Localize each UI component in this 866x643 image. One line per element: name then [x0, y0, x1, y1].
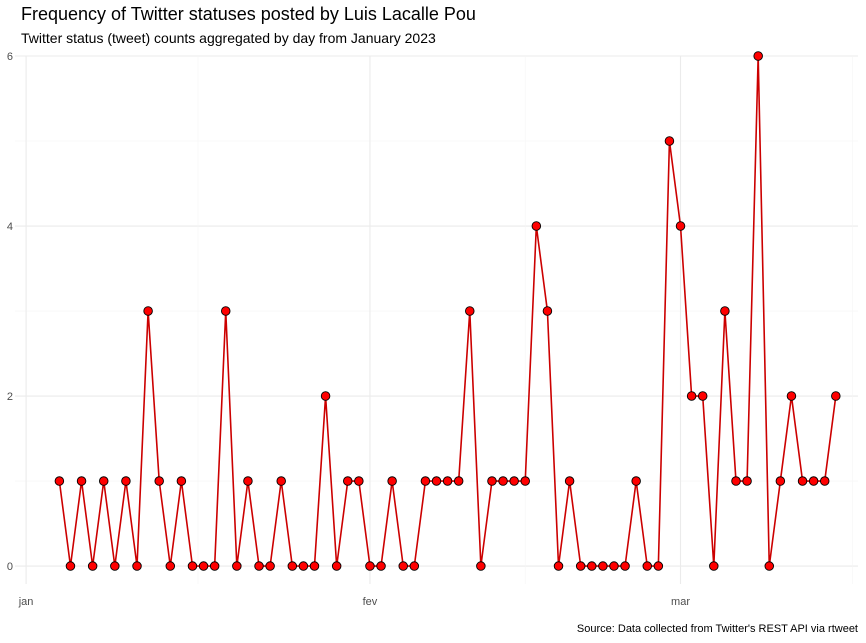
series-points [54, 51, 841, 571]
data-point [720, 306, 730, 316]
data-point [165, 561, 176, 571]
data-point [831, 391, 841, 401]
y-tick-label: 2 [7, 391, 13, 403]
y-tick-label: 0 [7, 561, 13, 573]
data-point [376, 561, 386, 571]
data-point [697, 391, 708, 401]
data-point [509, 476, 519, 486]
data-point [753, 51, 763, 61]
data-point [220, 306, 231, 316]
data-point [398, 561, 408, 571]
data-point [121, 476, 131, 486]
data-point [542, 306, 553, 316]
data-point [653, 561, 664, 571]
x-axis-ticks: jan fev mar [18, 596, 691, 608]
data-point [808, 476, 819, 486]
y-tick-label: 6 [7, 51, 13, 63]
data-point [298, 561, 309, 571]
data-point [764, 561, 775, 571]
chart-subtitle: Twitter status (tweet) counts aggregated… [21, 30, 436, 46]
data-point [431, 476, 442, 486]
data-point [742, 476, 752, 486]
data-point [564, 476, 575, 486]
data-point [76, 476, 87, 486]
data-point [343, 476, 353, 486]
data-point [664, 136, 675, 146]
data-point [642, 561, 653, 571]
data-point [254, 561, 264, 571]
data-point [387, 476, 397, 486]
x-tick-label: mar [671, 596, 690, 608]
data-point [442, 476, 453, 486]
data-point [331, 561, 342, 571]
chart-caption: Source: Data collected from Twitter's RE… [576, 623, 858, 635]
data-point [620, 561, 630, 571]
data-point [575, 561, 586, 571]
data-point [520, 476, 530, 486]
data-point [65, 561, 76, 571]
y-tick-label: 4 [7, 221, 13, 233]
data-point [54, 476, 65, 486]
data-point [365, 561, 375, 571]
data-point [287, 561, 298, 571]
data-point [209, 561, 220, 571]
data-point [609, 561, 619, 571]
data-point [731, 476, 741, 486]
data-point [276, 476, 286, 486]
data-point [709, 561, 719, 571]
data-point [487, 476, 497, 486]
data-point [354, 476, 364, 486]
data-point [598, 561, 608, 571]
data-point [154, 476, 164, 486]
data-point [587, 561, 597, 571]
data-point [143, 306, 153, 316]
data-point [309, 561, 320, 571]
data-point [420, 476, 431, 486]
data-point [531, 221, 542, 231]
data-point [232, 561, 242, 571]
data-point [498, 476, 508, 486]
data-point [775, 476, 786, 486]
data-point [98, 476, 109, 486]
y-axis-ticks: 0 2 4 6 [7, 51, 13, 573]
data-point [631, 476, 641, 486]
data-point [243, 476, 253, 486]
data-point [176, 476, 187, 486]
data-point [320, 391, 331, 401]
data-point [132, 561, 142, 571]
data-point [553, 561, 564, 571]
data-point [265, 561, 275, 571]
data-point [675, 221, 686, 231]
data-point [686, 391, 697, 401]
x-tick-label: fev [363, 596, 378, 608]
data-point [453, 476, 464, 486]
data-point [465, 306, 475, 316]
data-point [786, 391, 797, 401]
data-point [409, 561, 420, 571]
data-point [87, 561, 98, 571]
grid-lines [15, 55, 858, 584]
data-point [198, 561, 209, 571]
chart-title: Frequency of Twitter statuses posted by … [21, 4, 476, 24]
data-point [187, 561, 198, 571]
data-point [819, 476, 830, 486]
data-point [476, 561, 486, 571]
x-tick-label: jan [18, 596, 34, 608]
data-point [110, 561, 120, 571]
data-point [797, 476, 808, 486]
